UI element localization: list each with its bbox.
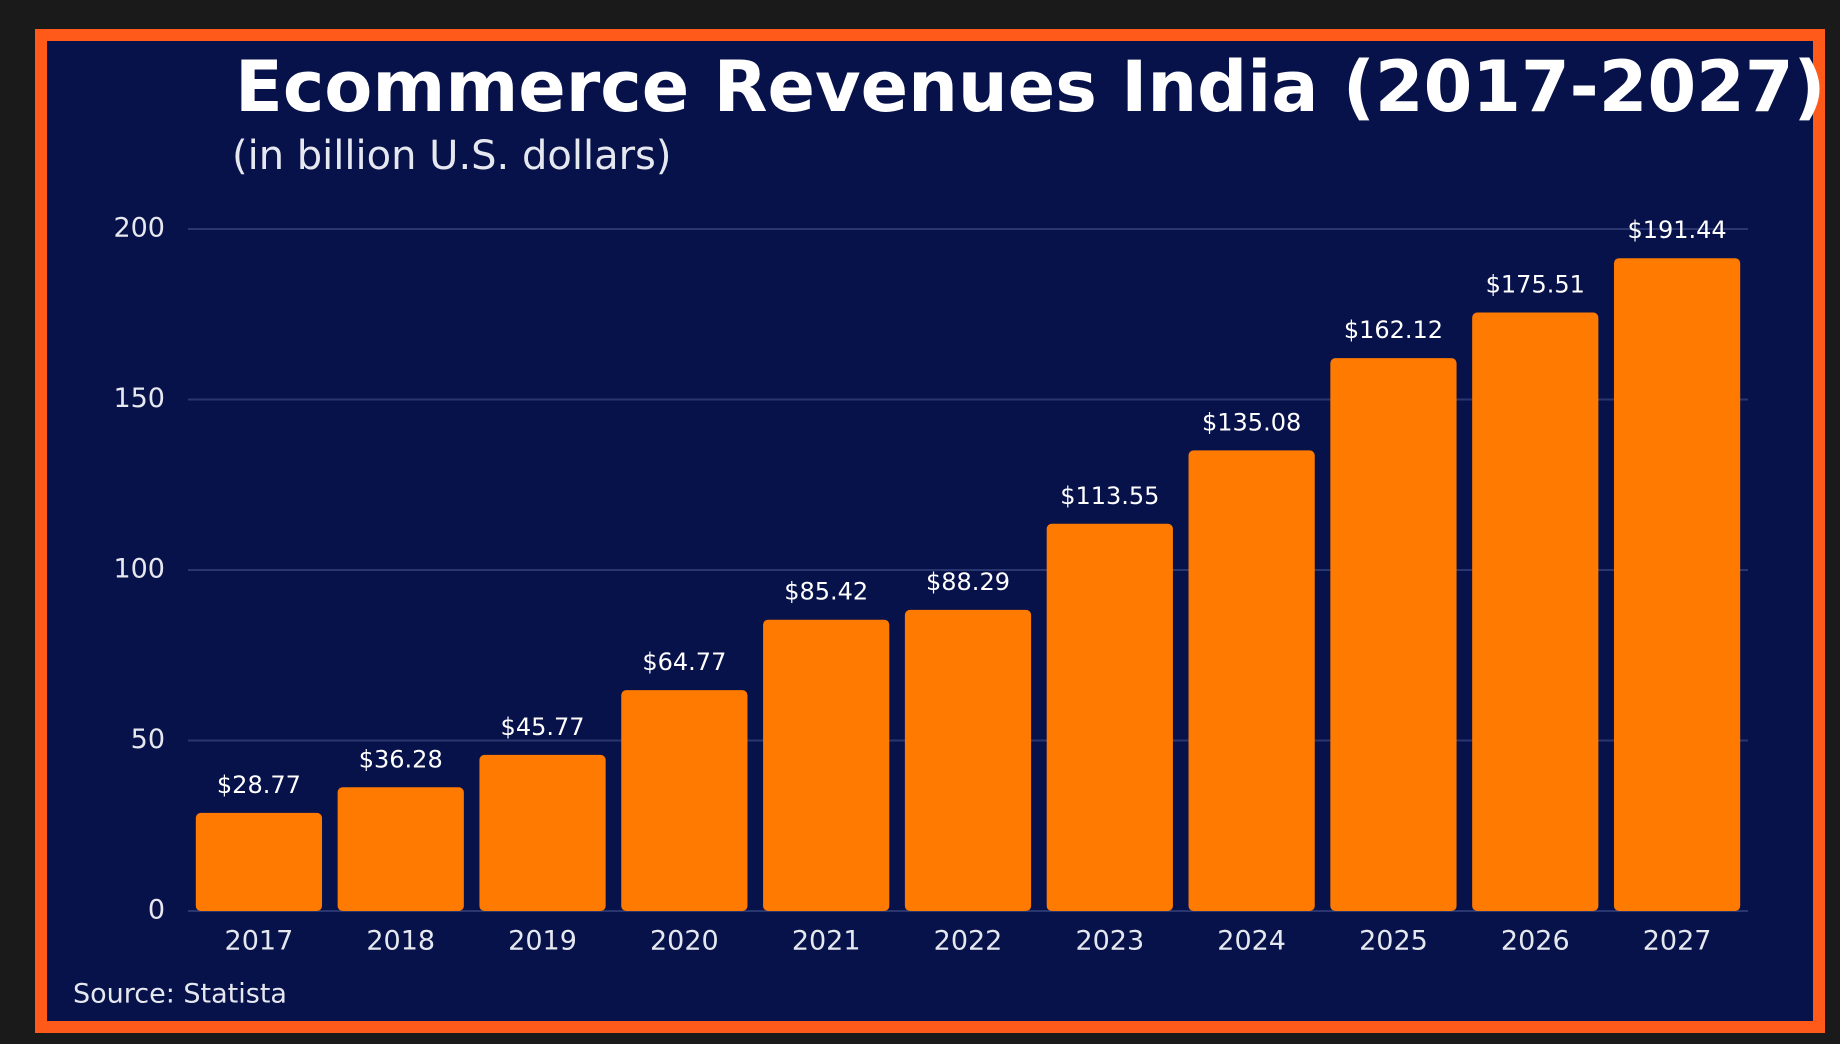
y-tick-label: 200: [113, 213, 165, 244]
bar: [763, 619, 890, 911]
value-label: $88.29: [926, 568, 1010, 596]
bar: [479, 754, 606, 911]
x-tick-label: 2024: [1217, 926, 1286, 957]
x-tick-label: 2021: [792, 926, 861, 957]
y-tick-label: 0: [148, 895, 165, 926]
x-tick-label: 2018: [366, 926, 435, 957]
value-label: $175.51: [1486, 271, 1585, 299]
x-tick-label: 2022: [934, 926, 1003, 957]
x-tick-label: 2017: [225, 926, 294, 957]
bar: [904, 609, 1032, 911]
value-label: $113.55: [1060, 482, 1159, 510]
bar: [1472, 312, 1599, 912]
bar: [195, 812, 323, 911]
chart-title: Ecommerce Revenues India (2017-2027): [235, 46, 1826, 128]
value-label: $191.44: [1627, 216, 1726, 244]
source-note: Source: Statista: [73, 979, 287, 1010]
bar: [1613, 258, 1741, 912]
value-label: $85.42: [784, 578, 868, 606]
x-tick-label: 2025: [1359, 926, 1428, 957]
value-label: $64.77: [642, 648, 726, 676]
value-label: $28.77: [217, 771, 301, 799]
bar: [1046, 523, 1173, 911]
x-tick-label: 2023: [1075, 926, 1144, 957]
value-label: $45.77: [501, 713, 585, 741]
y-tick-label: 150: [113, 383, 165, 414]
bar: [621, 690, 748, 911]
x-tick-label: 2027: [1643, 926, 1712, 957]
x-tick-label: 2019: [508, 926, 577, 957]
bar: [1188, 450, 1315, 911]
chart-subtitle: (in billion U.S. dollars): [232, 133, 671, 179]
bar: [1330, 358, 1457, 912]
value-label: $36.28: [359, 745, 443, 773]
value-label: $162.12: [1344, 316, 1443, 344]
y-tick-label: 100: [113, 554, 165, 585]
bar: [337, 787, 464, 911]
value-label: $135.08: [1202, 408, 1301, 436]
x-tick-label: 2026: [1501, 926, 1570, 957]
y-tick-label: 50: [131, 724, 165, 755]
x-tick-label: 2020: [650, 926, 719, 957]
